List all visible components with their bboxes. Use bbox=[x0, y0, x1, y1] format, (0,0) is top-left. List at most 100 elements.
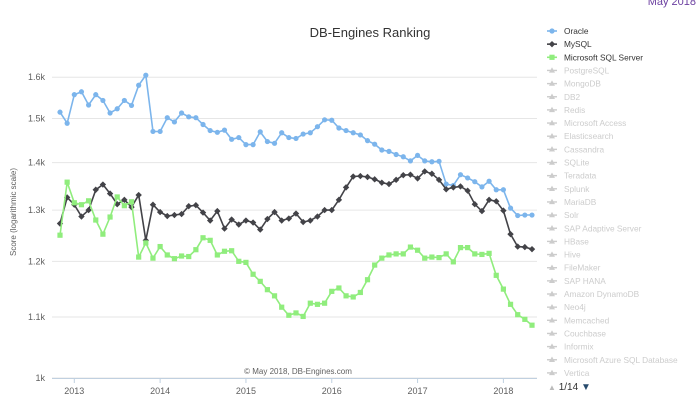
microsoft-sql-server-data-point bbox=[200, 235, 206, 241]
oracle-data-point bbox=[178, 110, 185, 116]
chart-credits: © May 2018, DB-Engines.com bbox=[244, 367, 352, 376]
microsoft-sql-server-data-point bbox=[429, 254, 435, 260]
mysql-data-point bbox=[206, 217, 214, 224]
oracle-data-point bbox=[336, 125, 342, 131]
oracle-data-point bbox=[529, 212, 535, 218]
legend-item-amazon-dynamodb[interactable]: Amazon DynamoDB bbox=[564, 289, 640, 299]
mysql-data-point bbox=[257, 226, 264, 233]
pager-up-arrow-icon[interactable]: ▲ bbox=[548, 383, 556, 392]
mysql-data-point bbox=[114, 201, 121, 208]
oracle-data-point bbox=[343, 127, 349, 134]
mysql-data-point bbox=[178, 210, 185, 218]
mysql-data-point bbox=[507, 230, 514, 238]
legend-item-hive[interactable]: Hive bbox=[564, 250, 581, 260]
microsoft-sql-server-data-point bbox=[529, 322, 535, 328]
microsoft-sql-server-data-point bbox=[422, 255, 428, 261]
legend-marker bbox=[549, 211, 555, 218]
legend-marker bbox=[549, 172, 555, 178]
legend-marker bbox=[549, 290, 555, 297]
oracle-data-point bbox=[479, 184, 485, 190]
microsoft-sql-server-data-point bbox=[400, 251, 406, 257]
microsoft-sql-server-data-point bbox=[293, 310, 299, 316]
microsoft-sql-server-data-point bbox=[121, 203, 127, 209]
pager-down-arrow-icon[interactable]: ▼ bbox=[580, 382, 591, 393]
oracle-data-point bbox=[372, 141, 378, 147]
mysql-data-point bbox=[164, 212, 171, 220]
legend-item-cassandra[interactable]: Cassandra bbox=[564, 144, 605, 154]
oracle-data-point bbox=[286, 134, 292, 141]
oracle-data-point bbox=[293, 135, 299, 142]
legend-item-oracle[interactable]: Oracle bbox=[564, 26, 589, 36]
mysql-data-point bbox=[435, 176, 443, 184]
microsoft-sql-server-data-point bbox=[86, 198, 92, 204]
microsoft-sql-server-data-point bbox=[100, 231, 106, 237]
legend-item-sqlite[interactable]: SQLite bbox=[564, 158, 590, 168]
oracle-data-point bbox=[507, 205, 514, 211]
microsoft-sql-server-data-point bbox=[186, 253, 192, 260]
legend-item-mongodb[interactable]: MongoDB bbox=[564, 79, 601, 89]
mysql-data-point bbox=[56, 220, 64, 227]
microsoft-sql-server-data-point bbox=[522, 316, 528, 322]
microsoft-sql-server-data-point bbox=[329, 288, 335, 294]
x-tick-label: 2013 bbox=[64, 386, 84, 396]
mysql-data-point bbox=[493, 198, 500, 205]
legend-item-hbase[interactable]: HBase bbox=[564, 236, 589, 246]
microsoft-sql-server-data-point bbox=[143, 240, 149, 246]
oracle-data-point bbox=[229, 136, 235, 142]
microsoft-sql-server-data-point bbox=[57, 232, 63, 238]
legend-item-memcached[interactable]: Memcached bbox=[564, 315, 610, 325]
legend-item-mysql[interactable]: MySQL bbox=[564, 39, 592, 49]
mysql-data-point bbox=[278, 217, 285, 224]
legend-item-vertica[interactable]: Vertica bbox=[564, 368, 590, 378]
microsoft-sql-server-data-point bbox=[78, 202, 85, 208]
mysql-data-point bbox=[85, 206, 92, 214]
mysql-data-point bbox=[92, 186, 99, 193]
legend-item-filemaker[interactable]: FileMaker bbox=[564, 263, 601, 273]
legend-item-sap-adaptive-server[interactable]: SAP Adaptive Server bbox=[564, 223, 642, 233]
oracle-data-point bbox=[71, 92, 77, 98]
legend-item-couchbase[interactable]: Couchbase bbox=[564, 328, 606, 338]
y-tick-label: 1k bbox=[35, 373, 45, 383]
legend-item-informix[interactable]: Informix bbox=[564, 342, 594, 352]
mysql-data-point bbox=[428, 170, 436, 177]
mysql-data-point bbox=[335, 196, 343, 204]
mysql-data-point bbox=[514, 243, 521, 250]
legend-item-mariadb[interactable]: MariaDB bbox=[564, 197, 597, 207]
microsoft-sql-server-data-point bbox=[193, 247, 199, 253]
legend-item-redis[interactable]: Redis bbox=[564, 105, 585, 115]
legend-item-postgresql[interactable]: PostgreSQL bbox=[564, 65, 610, 75]
legend-marker bbox=[549, 251, 555, 257]
legend-item-db2[interactable]: DB2 bbox=[564, 92, 581, 102]
legend-item-neo4j[interactable]: Neo4j bbox=[564, 302, 586, 312]
mysql-data-point bbox=[78, 213, 85, 220]
legend-item-microsoft-azure-sql-database[interactable]: Microsoft Azure SQL Database bbox=[564, 355, 678, 365]
microsoft-sql-server-data-point bbox=[243, 259, 249, 265]
legend-pager[interactable]: ▲ 1/14 ▼ bbox=[548, 382, 591, 393]
oracle-data-point bbox=[86, 102, 92, 108]
oracle-data-point bbox=[350, 130, 356, 136]
y-tick-label: 1.5k bbox=[28, 114, 46, 124]
mysql-data-point bbox=[364, 173, 371, 181]
legend-item-elasticsearch[interactable]: Elasticsearch bbox=[564, 131, 614, 141]
x-tick-label: 2016 bbox=[322, 386, 342, 396]
mysql-data-point bbox=[414, 175, 421, 182]
legend-item-sap-hana[interactable]: SAP HANA bbox=[564, 276, 606, 286]
legend-item-microsoft-access[interactable]: Microsoft Access bbox=[564, 118, 626, 128]
oracle-data-point bbox=[436, 158, 442, 164]
mysql-data-point bbox=[228, 216, 235, 223]
mysql-data-point bbox=[392, 176, 400, 184]
x-tick-label: 2014 bbox=[150, 386, 170, 396]
legend-item-teradata[interactable]: Teradata bbox=[564, 171, 597, 181]
legend-item-solr[interactable]: Solr bbox=[564, 210, 579, 220]
y-tick-label: 1.1k bbox=[28, 312, 46, 322]
mysql-data-point bbox=[471, 201, 478, 208]
legend-item-splunk[interactable]: Splunk bbox=[564, 184, 590, 194]
microsoft-sql-server-data-point bbox=[271, 293, 278, 299]
mysql-data-point bbox=[500, 207, 507, 214]
microsoft-sql-server-data-point bbox=[178, 253, 185, 259]
mysql-data-point bbox=[221, 225, 228, 232]
mysql-data-point bbox=[106, 190, 114, 197]
microsoft-sql-server-data-point bbox=[379, 255, 385, 261]
legend-item-microsoft-sql-server[interactable]: Microsoft SQL Server bbox=[564, 52, 643, 62]
oracle-data-point bbox=[457, 172, 464, 178]
